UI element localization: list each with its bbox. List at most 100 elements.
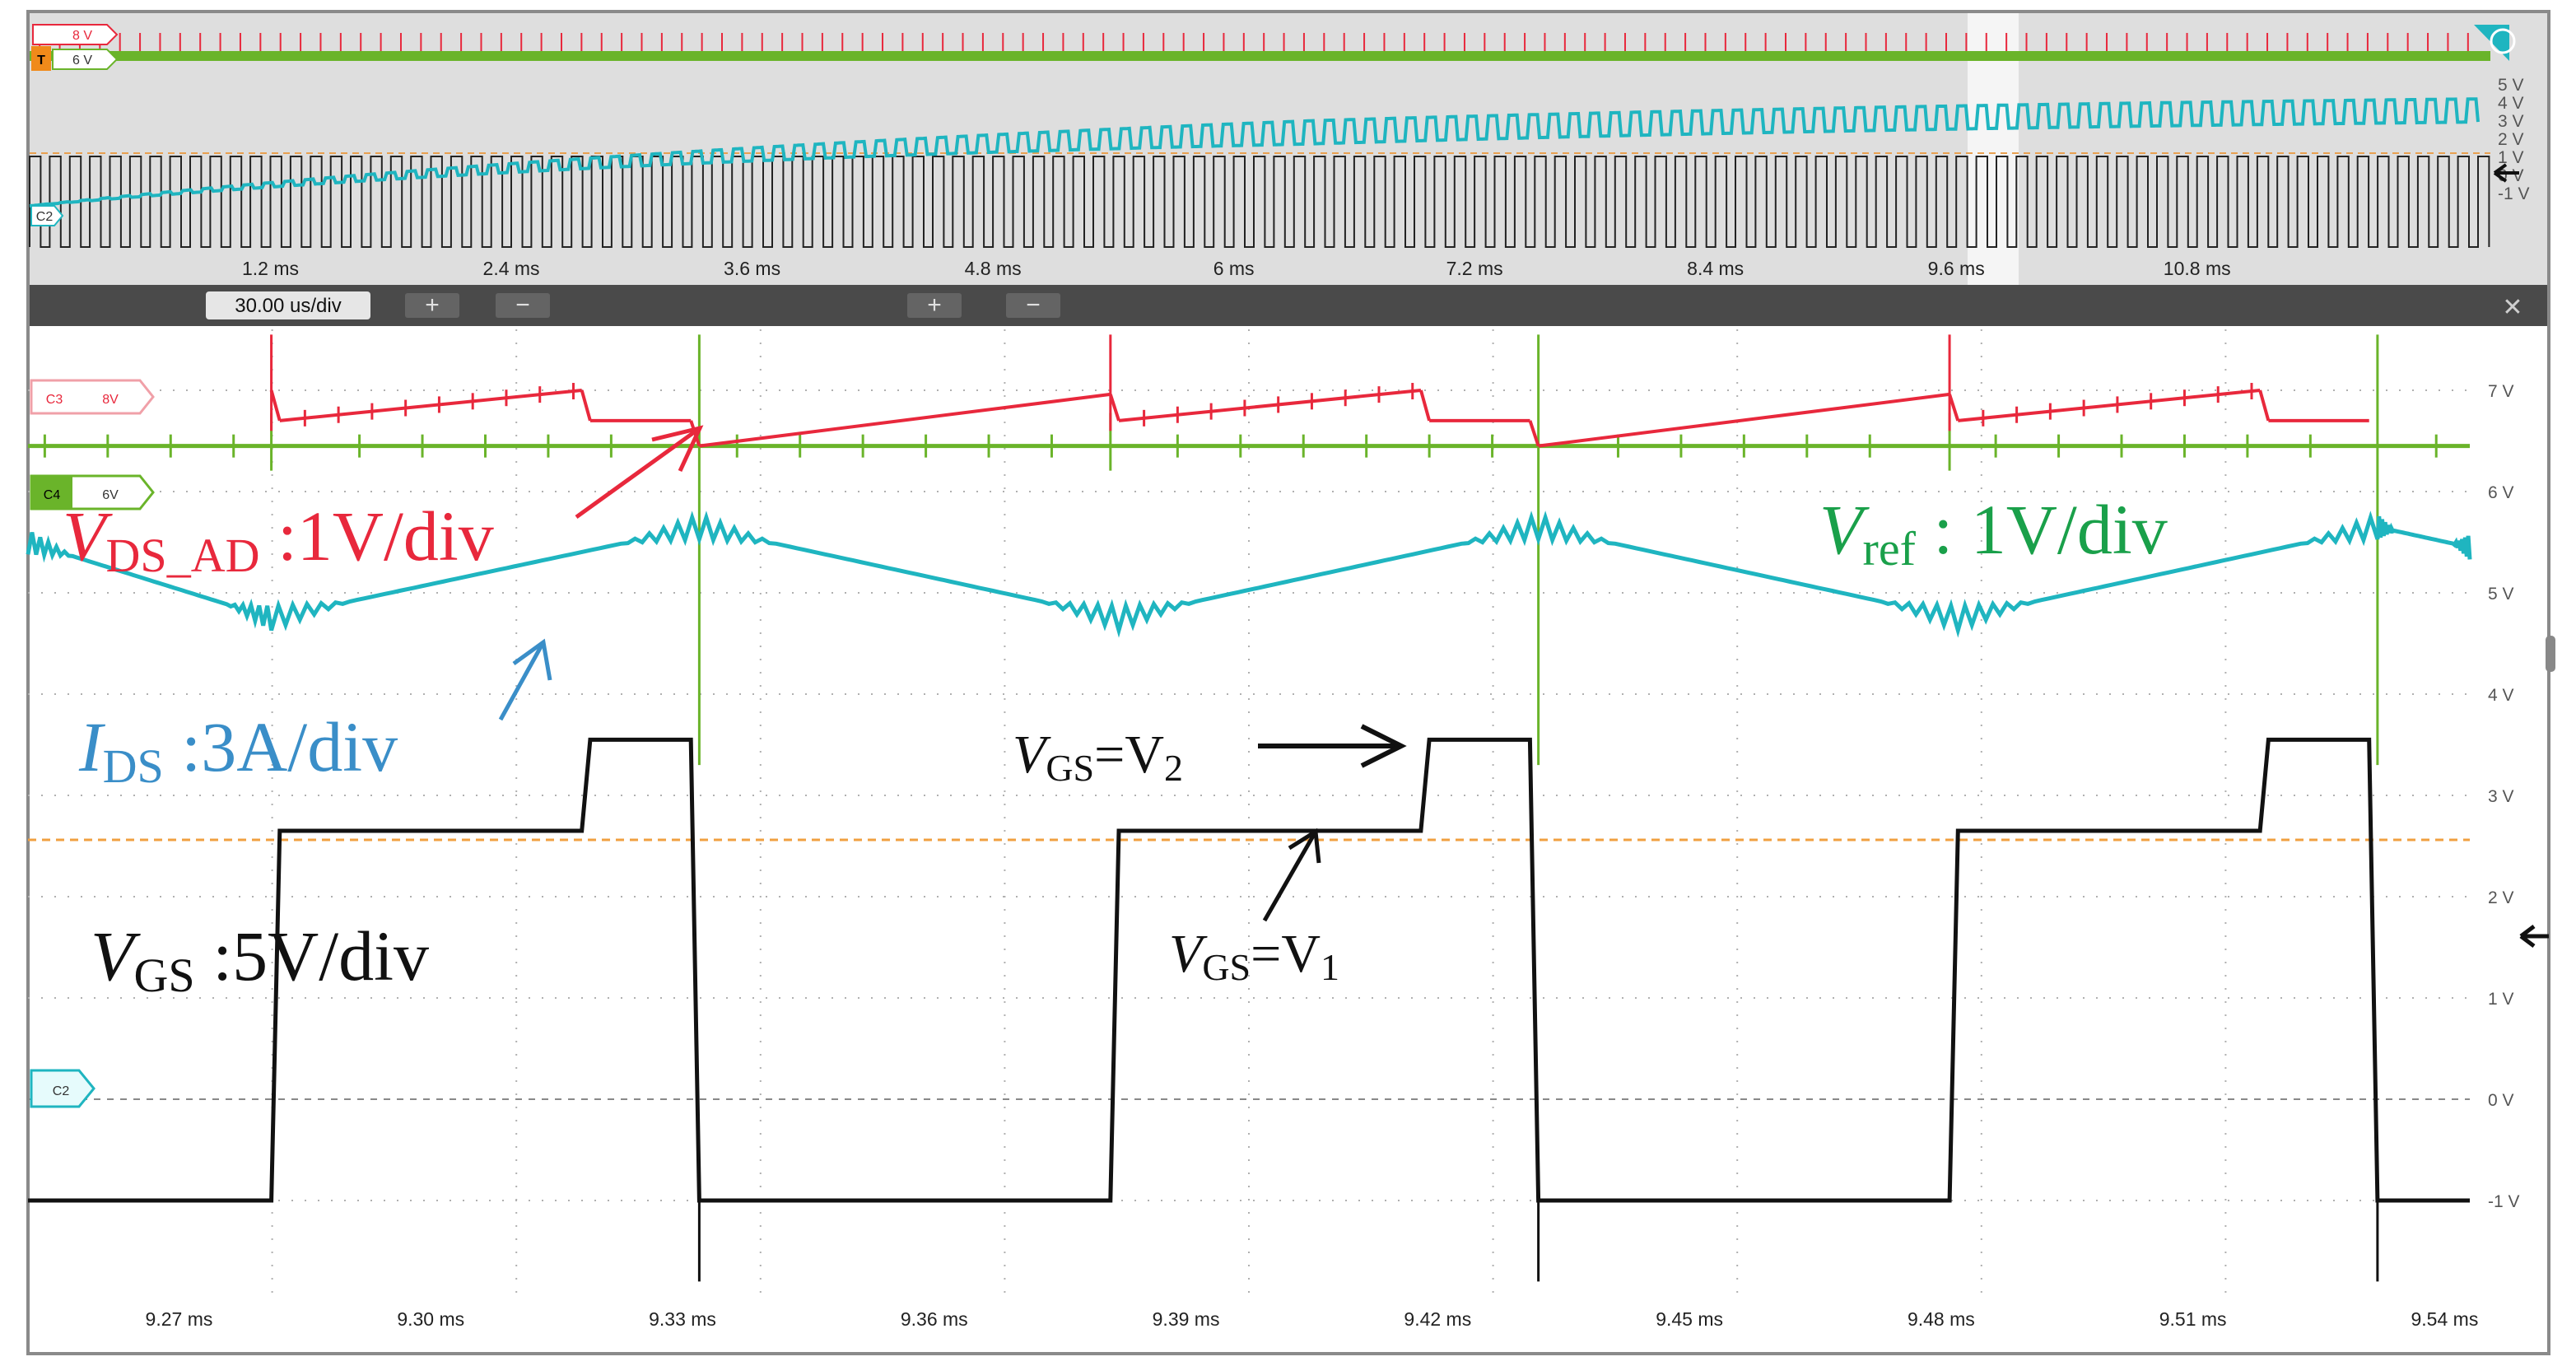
overview-volt-label: 1 V [2498,148,2524,167]
vgs-v1-annotation: VGS=V1 [1169,924,1339,988]
pan-out-button[interactable]: − [1006,291,1060,319]
pan-in-button[interactable]: + [907,291,962,319]
pan-in-label: + [927,291,942,319]
x-tick-label: 9.42 ms [1404,1308,1471,1330]
y-tick-label: 1 V [2488,990,2514,1009]
series-vds-segment [1528,420,1540,447]
vds-annotation: VDS_AD :1V/div [63,497,494,582]
overview-tick-label: 10.8 ms [2164,258,2231,279]
measure-icon[interactable] [2474,25,2516,61]
series-vds-segment [1958,389,2261,422]
vgs-subscript: GS [134,949,195,1002]
vds-arrow [575,425,704,520]
overview-time-axis: 1.2 ms 2.4 ms 3.6 ms 4.8 ms 6 ms 7.2 ms 8.4 ms… [242,258,2231,279]
c3-badge[interactable]: C3 8V [30,379,155,415]
ids-arrow [498,638,552,721]
vgs2-subscript: GS [1046,747,1094,789]
x-tick-label: 9.48 ms [1908,1308,1975,1330]
timebase-value: 30.00 us/div [235,295,341,317]
overview-volt-label: 5 V [2498,76,2524,95]
v1-arrow [1262,828,1321,922]
overview-volt-label: -1 V [2498,184,2530,203]
v2-arrow [1258,724,1407,768]
x-tick-label: 9.54 ms [2411,1308,2479,1330]
overview-vds-spikes [39,33,2469,51]
series-vds-segment [580,389,592,422]
vds-ripple [303,383,2253,427]
overview-tick-label: 6 ms [1213,258,1255,279]
trigger-label: T [37,54,45,68]
overview-offset-arrow-icon[interactable] [2493,163,2519,183]
offset-arrow-icon[interactable] [2519,925,2549,948]
c2-name: C2 [53,1084,70,1098]
x-tick-label: 9.36 ms [901,1308,968,1330]
zoom-in-label: + [425,291,440,319]
series-vds-segment [1538,392,1950,448]
overview-c4-badge[interactable]: 6 V [52,49,119,70]
vds-v: V [63,497,113,576]
x-axis: 9.27 ms 9.30 ms 9.33 ms 9.36 ms 9.39 ms 9.42 … [146,1308,2479,1330]
vgs-annotation: VGS :5V/div [91,916,429,1002]
vgs-scale: :5V/div [195,916,429,995]
series-vds-segment [2258,389,2271,422]
vgs1-subscript: GS [1202,946,1251,988]
scroll-handle[interactable] [2546,636,2555,672]
overview-c4-volts: 6 V [72,54,92,68]
overview-tick-label: 9.6 ms [1928,258,1985,279]
vref-spikes [43,434,2438,458]
vgs2-index: 2 [1164,747,1183,789]
y-tick-label: 0 V [2488,1091,2514,1110]
overview-tick-label: 2.4 ms [483,258,540,279]
c2-badge[interactable]: C2 [30,1069,95,1108]
x-tick-label: 9.30 ms [397,1308,464,1330]
ids-subscript: DS [103,739,164,793]
series-vds-segment [1118,389,1422,422]
series-layer [26,334,2472,1282]
series-vds-segment [279,389,582,422]
c3-volts: 8V [102,393,119,407]
zoom-in-button[interactable]: + [405,291,459,319]
trigger-badge[interactable]: T [31,46,51,71]
series-vds-segment [699,392,1111,448]
ids-annotation: IDS :3A/div [78,707,398,793]
main-plot: 9.27 ms 9.30 ms 9.33 ms 9.36 ms 9.39 ms 9.42 … [26,329,2555,1330]
c3-name: C3 [46,393,63,407]
y-tick-label: 3 V [2488,787,2514,806]
timebase-field[interactable] [206,291,370,319]
vgs-v: V [91,916,141,995]
annotation-layer: VDS_AD :1V/div Vref : 1V/div IDS :3A/div… [63,425,2168,1002]
c4-badge[interactable]: C4 6V [30,474,155,511]
overview-tick-label: 1.2 ms [242,258,299,279]
overview-vgs-pulses [29,156,2490,248]
series-vds-segment [1419,389,1432,422]
c4-name: C4 [44,488,61,502]
overview-panel: 1.2 ms 2.4 ms 3.6 ms 4.8 ms 6 ms 7.2 ms 8.4 ms… [29,13,2547,285]
close-icon[interactable]: ✕ [2502,293,2522,322]
series-vgs [28,737,2470,1203]
vref-annotation: Vref : 1V/div [1819,490,2168,576]
x-tick-label: 9.39 ms [1153,1308,1220,1330]
x-tick-label: 9.27 ms [146,1308,213,1330]
overview-c3-badge[interactable]: 8 V [32,24,119,45]
overview-c2-badge[interactable]: C2 [30,205,64,226]
zoom-out-button[interactable]: − [496,291,550,319]
overview-ids-trace [29,97,2480,207]
vgs1-index: 1 [1321,946,1339,988]
y-tick-label: 5 V [2488,585,2514,604]
vgs1-v: V [1169,924,1208,984]
overview-c3-volts: 8 V [72,29,92,43]
vds-subscript: DS_AD [106,529,260,582]
ids-i: I [78,707,105,786]
y-tick-label: -1 V [2488,1192,2520,1211]
overview-volt-label: 4 V [2498,94,2524,113]
zoom-out-label: − [515,291,530,319]
vgs-v2-annotation: VGS=V2 [1013,725,1183,789]
y-tick-label: 7 V [2488,382,2514,401]
x-tick-label: 9.45 ms [1656,1308,1723,1330]
vds-scale: :1V/div [259,497,493,576]
x-tick-label: 9.51 ms [2159,1308,2227,1330]
series-ids [26,511,2472,638]
vgs2-eq: =V [1094,725,1164,785]
zoom-toolbar: 30.00 us/div + − + − ✕ [30,285,2547,326]
